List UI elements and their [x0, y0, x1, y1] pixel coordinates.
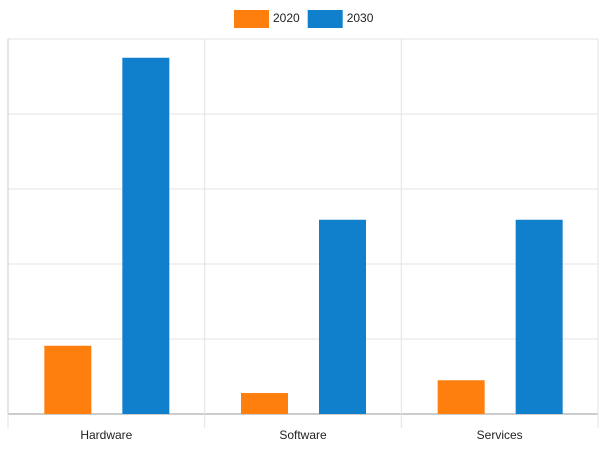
bar: [241, 393, 288, 414]
x-tick-label: Services: [477, 428, 523, 442]
legend-swatch: [234, 10, 269, 28]
bar: [44, 345, 92, 414]
bar: [319, 219, 366, 414]
legend-label: 2020: [273, 11, 300, 25]
bar: [437, 380, 485, 414]
legend-label: 2030: [347, 11, 374, 25]
x-tick-label: Hardware: [80, 428, 132, 442]
bar: [122, 57, 170, 414]
bar: [515, 219, 563, 414]
legend-swatch: [307, 10, 343, 28]
x-tick-label: Software: [279, 428, 327, 442]
